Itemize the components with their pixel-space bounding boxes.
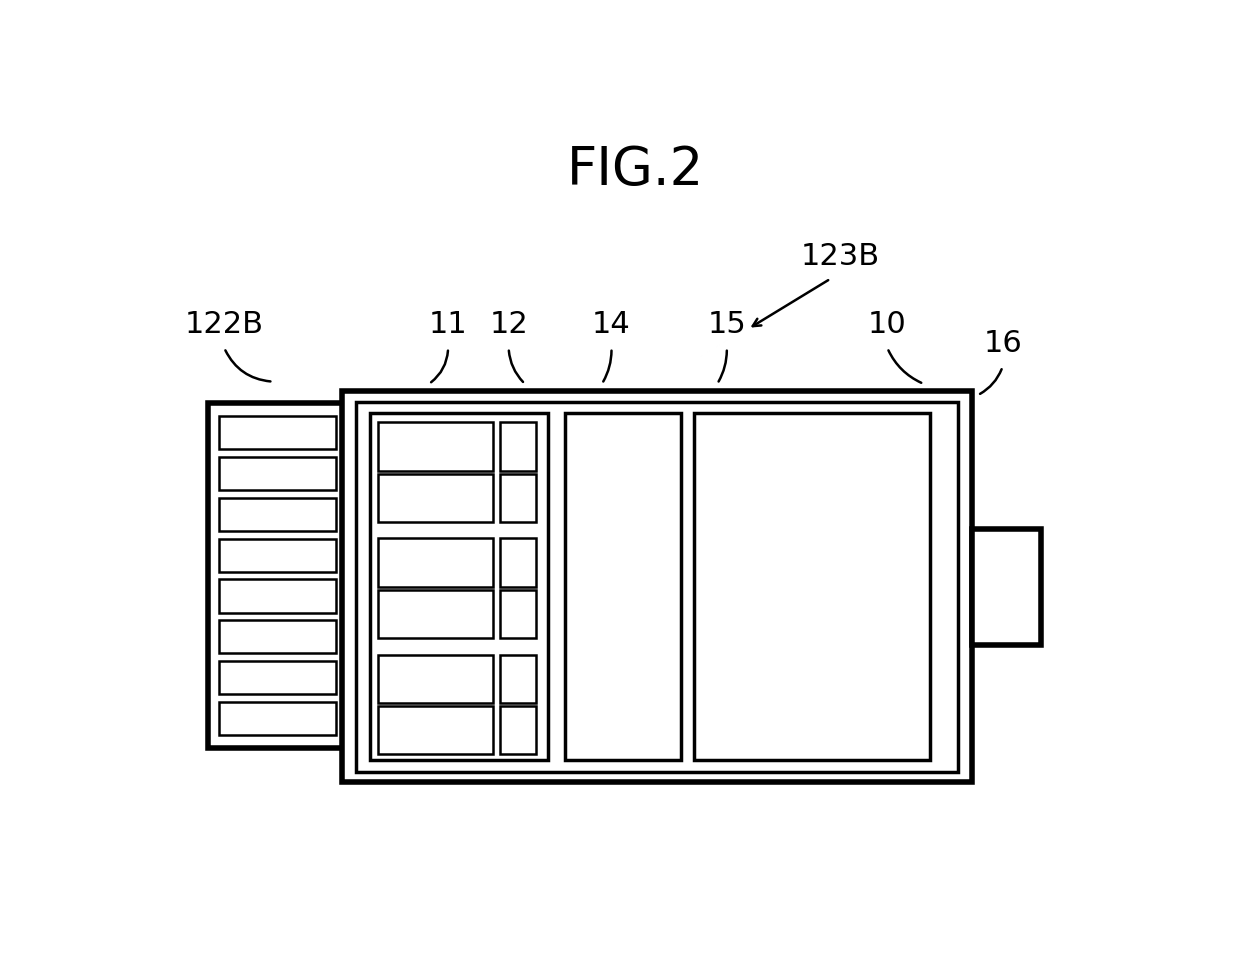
Bar [219, 661, 336, 694]
Bar [208, 403, 347, 749]
Bar [219, 539, 336, 572]
Bar [378, 590, 492, 638]
Bar [500, 473, 536, 522]
Bar [378, 423, 492, 470]
Text: 14: 14 [591, 309, 631, 339]
Bar [500, 423, 536, 470]
Bar [371, 413, 548, 760]
Text: 10: 10 [868, 309, 906, 339]
Bar [219, 498, 336, 531]
Bar [500, 539, 536, 587]
Bar [342, 391, 972, 782]
Bar [500, 655, 536, 703]
Bar [378, 655, 492, 703]
Text: 11: 11 [429, 309, 467, 339]
Bar [694, 413, 930, 760]
Bar [972, 529, 1042, 645]
Bar [219, 702, 336, 735]
Bar [219, 580, 336, 613]
Text: 16: 16 [983, 329, 1022, 357]
Text: 122B: 122B [185, 309, 264, 339]
Text: 123B: 123B [801, 242, 879, 271]
Bar [565, 413, 681, 760]
Bar [378, 706, 492, 754]
Bar [500, 590, 536, 638]
Text: FIG.2: FIG.2 [567, 143, 704, 196]
Bar [500, 706, 536, 754]
Bar [219, 416, 336, 450]
Bar [378, 473, 492, 522]
Bar [378, 539, 492, 587]
Text: 15: 15 [707, 309, 746, 339]
Text: 12: 12 [490, 309, 528, 339]
Bar [219, 620, 336, 653]
Bar [356, 402, 959, 772]
Bar [219, 457, 336, 490]
